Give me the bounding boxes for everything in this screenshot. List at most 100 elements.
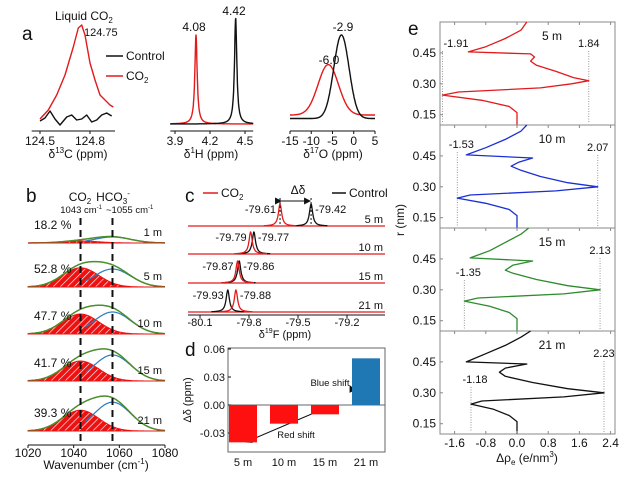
e-min-label: -1.91 xyxy=(443,38,468,50)
a2-x-tick-label: -5 xyxy=(327,134,338,148)
c-x-tick-label: -80.1 xyxy=(187,317,212,329)
a0-series-co2 xyxy=(39,24,114,120)
e-x-tick-label: 1.6 xyxy=(571,436,588,450)
c-peak-label: -79.42 xyxy=(315,204,346,216)
a1-series-co2 xyxy=(169,34,254,125)
d-y-tick-label: 0.00 xyxy=(204,400,225,412)
panel-label-b: b xyxy=(26,186,37,207)
a2-x-tick-label: 0 xyxy=(350,134,357,148)
b-row-percent: 41.7 % xyxy=(34,356,72,370)
a2-x-tick-label: 5 xyxy=(372,134,379,148)
b-marker-hco3: HCO3- xyxy=(96,189,130,206)
b-row-label: 5 m xyxy=(144,271,162,283)
c-legend-label-co2: CO2 xyxy=(221,186,244,202)
c-peak-label: -79.88 xyxy=(240,290,271,302)
e-subplot-frame xyxy=(439,227,616,332)
a2-x-tick-label: -15 xyxy=(281,134,299,148)
e-y-tick-label: 0.30 xyxy=(413,180,437,194)
b-total-fit-curve xyxy=(27,348,166,382)
a0-xlabel: δ13C (ppm) xyxy=(49,146,108,161)
b-row-label: 21 m xyxy=(138,415,162,427)
b-row-label: 1 m xyxy=(144,227,162,239)
xlabel-part: H (ppm) xyxy=(195,147,238,161)
b-total-fit-curve xyxy=(28,260,165,288)
e-profile-21m xyxy=(465,330,605,434)
e-x-tick-label: 0.8 xyxy=(540,436,557,450)
a1-x-tick-label: 4.5 xyxy=(237,134,254,148)
e-y-tick-label: 0.30 xyxy=(413,77,437,91)
xlabel-sup: 1 xyxy=(190,146,195,155)
c-peak-co2 xyxy=(234,231,267,255)
d-bar xyxy=(229,405,257,443)
e-subplot-frame xyxy=(439,330,616,435)
c-row-label: 21 m xyxy=(359,300,383,312)
c-x-tick-label: -79.8 xyxy=(236,317,261,329)
panel-label-e: e xyxy=(408,19,419,40)
e-profile-15m xyxy=(463,227,601,331)
a1-x-tick-label: 3.9 xyxy=(167,134,184,148)
c-peak-co2 xyxy=(219,289,253,313)
b-row-label: 10 m xyxy=(138,318,162,330)
e-x-tick-label: 0.0 xyxy=(509,436,526,450)
c-peak-label: -79.93 xyxy=(193,290,224,302)
e-y-tick-label: 0.45 xyxy=(413,252,437,266)
legend-label-control: Control xyxy=(126,49,165,63)
c-delta-label: Δδ xyxy=(291,183,306,197)
c-row-label: 10 m xyxy=(359,242,383,254)
e-y-tick-label: 0.45 xyxy=(413,46,437,60)
legend-label-co2: CO2 xyxy=(126,69,149,85)
d-plot-frame xyxy=(227,347,386,453)
e-profile-10m xyxy=(456,124,599,228)
c-peak-control xyxy=(211,289,245,313)
xlabel-part: O (ppm) xyxy=(319,147,363,161)
b-x-tick-label: 1020 xyxy=(15,446,42,460)
e-x-tick-label: -1.6 xyxy=(444,436,465,450)
e-xlabel: Δρe (e/nm3) xyxy=(496,450,558,467)
d-x-tick-label: 15 m xyxy=(313,457,337,469)
a-title: Liquid CO2 xyxy=(55,9,113,25)
b-total-fit-curve xyxy=(27,304,165,335)
a0-series-control xyxy=(39,110,113,126)
c-row-label: 5 m xyxy=(365,214,383,226)
e-ylabel: r (nm) xyxy=(393,204,407,236)
d-bar xyxy=(270,405,298,424)
e-max-label: 2.23 xyxy=(593,348,614,360)
d-ylabel: Δδ (ppm) xyxy=(182,377,194,422)
e-min-label: -1.53 xyxy=(449,139,474,151)
a1-series-control xyxy=(169,17,254,125)
c-peak-co2 xyxy=(221,260,254,284)
e-profile-5m xyxy=(441,21,590,125)
c-peak-label: -79.87 xyxy=(202,261,233,273)
a0-x-tick-label: 124.5 xyxy=(25,134,55,148)
panel-label-c: c xyxy=(185,186,195,207)
c-legend-label-control: Control xyxy=(349,186,388,200)
xlabel-part: δ xyxy=(303,147,310,161)
e-y-tick-label: 0.45 xyxy=(413,149,437,163)
d-annotation-red-shift: Red shift xyxy=(277,430,315,441)
e-min-label: -1.35 xyxy=(456,267,481,279)
b-marker-hco3-position: ~1055 cm-1 xyxy=(106,205,154,216)
b-row-percent: 18.2 % xyxy=(34,218,72,232)
b-x-tick-label: 1080 xyxy=(152,446,179,460)
e-y-tick-label: 0.15 xyxy=(413,314,437,328)
a1-x-tick-label: 4.2 xyxy=(202,134,219,148)
e-y-tick-label: 0.45 xyxy=(413,355,437,369)
b-total-fit-curve xyxy=(28,235,165,244)
a-peak-label-17o-control: -2.9 xyxy=(333,20,354,34)
c-peak-label: -79.61 xyxy=(245,204,276,216)
b-x-tick-label: 1040 xyxy=(60,446,87,460)
e-max-label: 2.13 xyxy=(589,245,610,257)
b-row-percent: 39.3 % xyxy=(34,406,72,420)
d-bar xyxy=(311,405,339,415)
e-subplot-label: 21 m xyxy=(539,338,566,352)
xlabel-sup: 17 xyxy=(310,146,319,155)
a-peak-label-13c: 124.75 xyxy=(84,27,118,39)
b-marker-co2: CO2 xyxy=(69,190,92,206)
d-bar xyxy=(352,358,380,405)
d-y-tick-label: 0.03 xyxy=(204,372,225,384)
e-y-tick-label: 0.15 xyxy=(413,417,437,431)
panel-label-a: a xyxy=(22,24,33,45)
b-marker-co2-position: 1043 cm-1 xyxy=(60,205,102,216)
